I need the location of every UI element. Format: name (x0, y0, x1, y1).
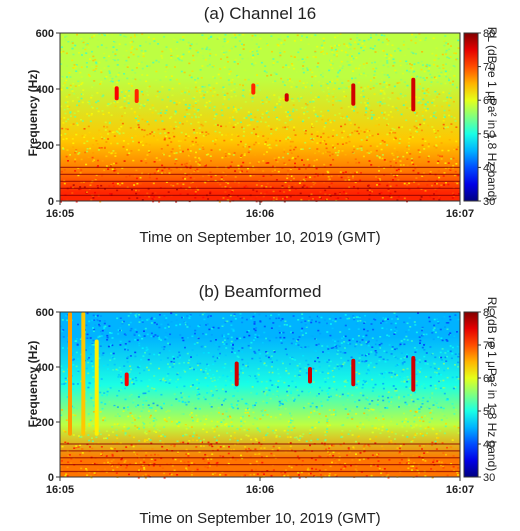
chart-title: (a) Channel 16 (203, 4, 317, 23)
y-axis-label: Frequency (Hz) (26, 340, 40, 428)
panel-beamformed: (b) Beamformed 0 200 400 600 16:05 16:06 16:07… (0, 278, 520, 531)
colorbar-tick-label: 30 (483, 472, 495, 484)
event-mark-4 (308, 367, 312, 384)
colorbar (463, 311, 479, 478)
colorbar-tick-label: 60 (483, 95, 495, 107)
x-tick-label: 16:05 (46, 208, 74, 220)
y-tick-label: 400 (36, 84, 54, 96)
x-tick-label: 16:07 (446, 208, 474, 220)
x-tick-label: 16:06 (246, 208, 274, 220)
y-axis-label: Frequency (Hz) (26, 69, 40, 157)
colorbar-label: RL (dB re 1 μPa² in 1.8 Hz band) (485, 296, 499, 472)
x-tick-label: 16:05 (46, 484, 74, 496)
y-tick-label: 200 (36, 417, 54, 429)
x-axis-label: Time on September 10, 2019 (GMT) (139, 229, 381, 246)
event-mark-2 (94, 339, 99, 436)
event-mark-5 (351, 358, 356, 387)
panel-channel-16: (a) Channel 16 0 200 400 600 16:05 16:06 16:07… (0, 0, 520, 262)
event-mark-1 (134, 89, 139, 103)
colorbar-tick-label: 50 (483, 406, 495, 418)
colorbar-tick-label: 80 (483, 307, 495, 319)
y-tick-label: 0 (48, 472, 54, 484)
y-tick-label: 600 (36, 307, 54, 319)
colorbar-tick-label: 70 (483, 62, 495, 74)
colorbar-tick-label: 50 (483, 129, 495, 141)
colorbar-label: RL (dB re 1 μPa² in 1.8 Hz band) (485, 26, 499, 202)
spectrogram-plot: 0 200 400 600 16:05 16:06 16:07 30 40 50 60 70 80 (36, 307, 496, 496)
event-mark-1 (81, 312, 86, 436)
tonal-lines (60, 443, 460, 473)
chart-title: (b) Beamformed (198, 282, 322, 301)
y-tick-label: 600 (36, 28, 54, 40)
event-mark-7 (234, 361, 239, 387)
x-tick-label: 16:07 (446, 484, 474, 496)
y-tick-label: 200 (36, 140, 54, 152)
spectrogram-plot: 0 200 400 600 16:05 16:06 16:07 30 40 50 60 70 80 (36, 28, 496, 220)
event-mark-5 (411, 77, 416, 112)
event-mark-4 (351, 83, 356, 106)
event-mark-3 (124, 372, 129, 387)
colorbar-tick-label: 40 (483, 162, 495, 174)
colorbar-tick-label: 80 (483, 28, 495, 40)
event-mark-0 (68, 312, 72, 436)
tonal-lines (60, 166, 460, 196)
y-tick-label: 0 (48, 196, 54, 208)
event-mark-3 (284, 93, 289, 102)
event-mark-2 (251, 83, 256, 95)
colorbar-tick-label: 40 (483, 439, 495, 451)
colorbar-tick-label: 60 (483, 373, 495, 385)
event-mark-6 (411, 356, 416, 392)
spectrogram-background (60, 312, 460, 477)
y-tick-label: 400 (36, 362, 54, 374)
x-axis-label: Time on September 10, 2019 (GMT) (139, 510, 381, 527)
x-tick-label: 16:06 (246, 484, 274, 496)
colorbar-tick-label: 70 (483, 340, 495, 352)
spectrogram-texture (60, 312, 460, 479)
colorbar-tick-label: 30 (483, 196, 495, 208)
event-mark-0 (114, 86, 119, 101)
colorbar (463, 32, 479, 202)
